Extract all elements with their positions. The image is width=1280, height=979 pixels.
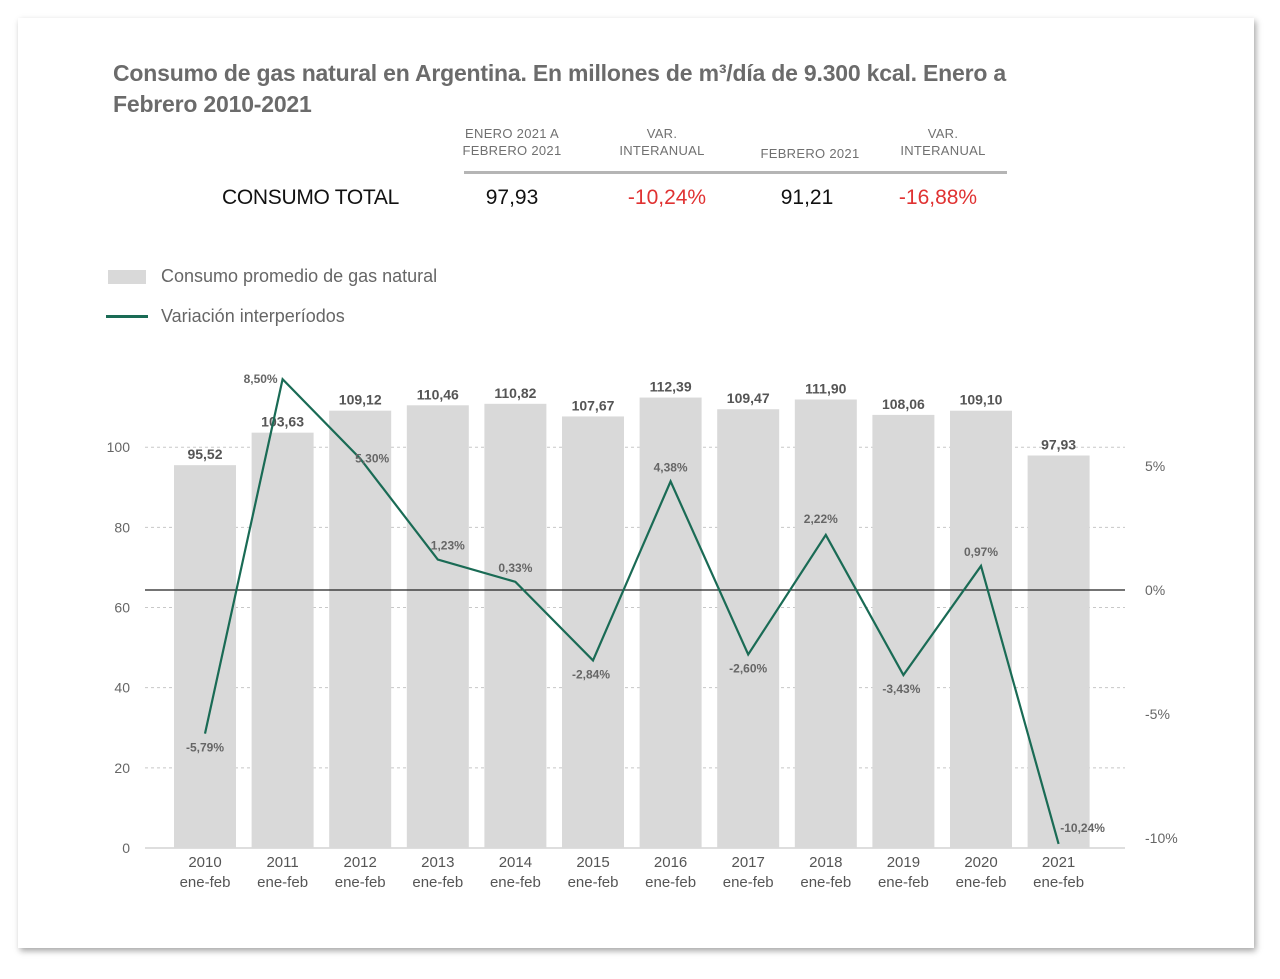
bar-value-label: 112,39 <box>650 379 692 395</box>
bar-value-label: 95,52 <box>187 446 222 462</box>
x-tick-label-year: 2018 <box>809 854 842 871</box>
bar-value-label: 109,47 <box>727 390 770 406</box>
x-tick-label-year: 2017 <box>732 854 765 871</box>
x-tick-label-period: ene-feb <box>180 874 231 891</box>
variation-point-label: 4,38% <box>654 460 688 474</box>
variation-point-label: -2,60% <box>729 661 767 675</box>
x-tick-label-period: ene-feb <box>490 874 541 891</box>
bar-value-label: 97,93 <box>1041 436 1076 452</box>
bar-value-label: 110,46 <box>417 386 459 402</box>
bar-2014 <box>484 403 547 848</box>
summary-header-period: ENERO 2021 A FEBRERO 2021 <box>462 126 562 158</box>
bar-value-label: 109,12 <box>339 392 382 408</box>
summary-var-period: -10,24% <box>627 186 707 209</box>
legend-line-swatch <box>106 315 148 318</box>
bar-value-label: 111,90 <box>805 381 846 397</box>
bar-2012 <box>329 410 392 848</box>
x-tick-label-period: ene-feb <box>335 874 386 891</box>
x-tick-label-period: ene-feb <box>568 874 619 891</box>
y-left-tick-label: 0 <box>122 840 130 856</box>
y-left-tick-label: 40 <box>114 680 130 696</box>
variation-point-label: 0,33% <box>498 561 532 575</box>
y-left-tick-label: 100 <box>107 439 131 455</box>
summary-row-label: CONSUMO TOTAL <box>222 186 399 209</box>
bar-2015 <box>562 416 624 848</box>
y-right-tick-label: -10% <box>1145 830 1178 846</box>
x-tick-label-year: 2020 <box>964 854 997 871</box>
bar-value-label: 109,10 <box>960 392 1003 408</box>
bar-2021 <box>1027 455 1090 848</box>
x-tick-label-year: 2011 <box>266 854 298 871</box>
x-tick-label-period: ene-feb <box>412 874 463 891</box>
y-right-tick-label: 0% <box>1145 582 1165 598</box>
y-left-tick-label: 80 <box>114 519 130 535</box>
bar-value-label: 108,06 <box>882 396 925 412</box>
x-tick-label-period: ene-feb <box>723 874 774 891</box>
y-left-tick-label: 60 <box>114 600 130 616</box>
variation-point-label: -5,79% <box>186 741 224 755</box>
bar-2013 <box>406 405 469 848</box>
summary-divider <box>464 171 1007 174</box>
variation-point-label: 1,23% <box>431 538 465 552</box>
variation-point-label: -10,24% <box>1060 821 1105 835</box>
chart-title: Consumo de gas natural en Argentina. En … <box>113 60 1006 117</box>
x-tick-label-year: 2019 <box>887 854 920 871</box>
summary-var-month: -16,88% <box>898 186 978 209</box>
variation-point-label: 8,50% <box>244 372 278 386</box>
x-tick-label-period: ene-feb <box>878 874 929 891</box>
summary-header-var-period: VAR. INTERANUAL <box>619 126 705 158</box>
summary-header-var-month: VAR. INTERANUAL <box>900 126 986 158</box>
variation-line <box>203 376 1060 845</box>
x-tick-label-year: 2014 <box>499 854 532 871</box>
x-tick-label-year: 2012 <box>344 854 377 871</box>
bar-2017 <box>717 409 780 848</box>
bar-2011 <box>251 432 314 848</box>
bar-value-label: 107,67 <box>572 397 615 413</box>
summary-header-month: FEBRERO 2021 <box>760 146 860 161</box>
bar-2018 <box>794 399 857 848</box>
variation-point-label: 2,22% <box>804 512 838 526</box>
legend-bar-label: Consumo promedio de gas natural <box>161 266 438 286</box>
variation-point-label: -2,84% <box>572 667 610 681</box>
bar-2019 <box>872 414 935 848</box>
summary-total-period: 97,93 <box>485 186 539 209</box>
y-right-tick-label: -5% <box>1145 706 1170 722</box>
variation-point-label: -3,43% <box>882 682 920 696</box>
y-right-tick-label: 5% <box>1145 458 1165 474</box>
x-tick-label-year: 2010 <box>188 854 221 871</box>
legend-bar-swatch <box>108 270 146 284</box>
variation-point-label: 5,30% <box>355 452 389 466</box>
bar-value-label: 110,82 <box>494 385 536 401</box>
x-tick-label-period: ene-feb <box>956 874 1007 891</box>
x-tick-label-year: 2021 <box>1042 854 1075 871</box>
x-tick-label-year: 2015 <box>576 854 609 871</box>
bar-value-label: 103,63 <box>261 414 304 430</box>
variation-point-label: 0,97% <box>964 545 998 559</box>
x-tick-label-year: 2013 <box>421 854 454 871</box>
x-tick-label-period: ene-feb <box>800 874 851 891</box>
x-tick-label-period: ene-feb <box>257 874 308 891</box>
x-tick-label-period: ene-feb <box>1033 874 1084 891</box>
bar-2020 <box>950 410 1012 848</box>
summary-total-month: 91,21 <box>780 186 834 209</box>
x-tick-label-year: 2016 <box>654 854 687 871</box>
bar-2016 <box>639 397 702 848</box>
legend-line-label: Variación interperíodos <box>161 306 345 326</box>
y-left-tick-label: 20 <box>114 760 130 776</box>
bar-2010 <box>174 465 236 848</box>
x-tick-label-period: ene-feb <box>645 874 696 891</box>
